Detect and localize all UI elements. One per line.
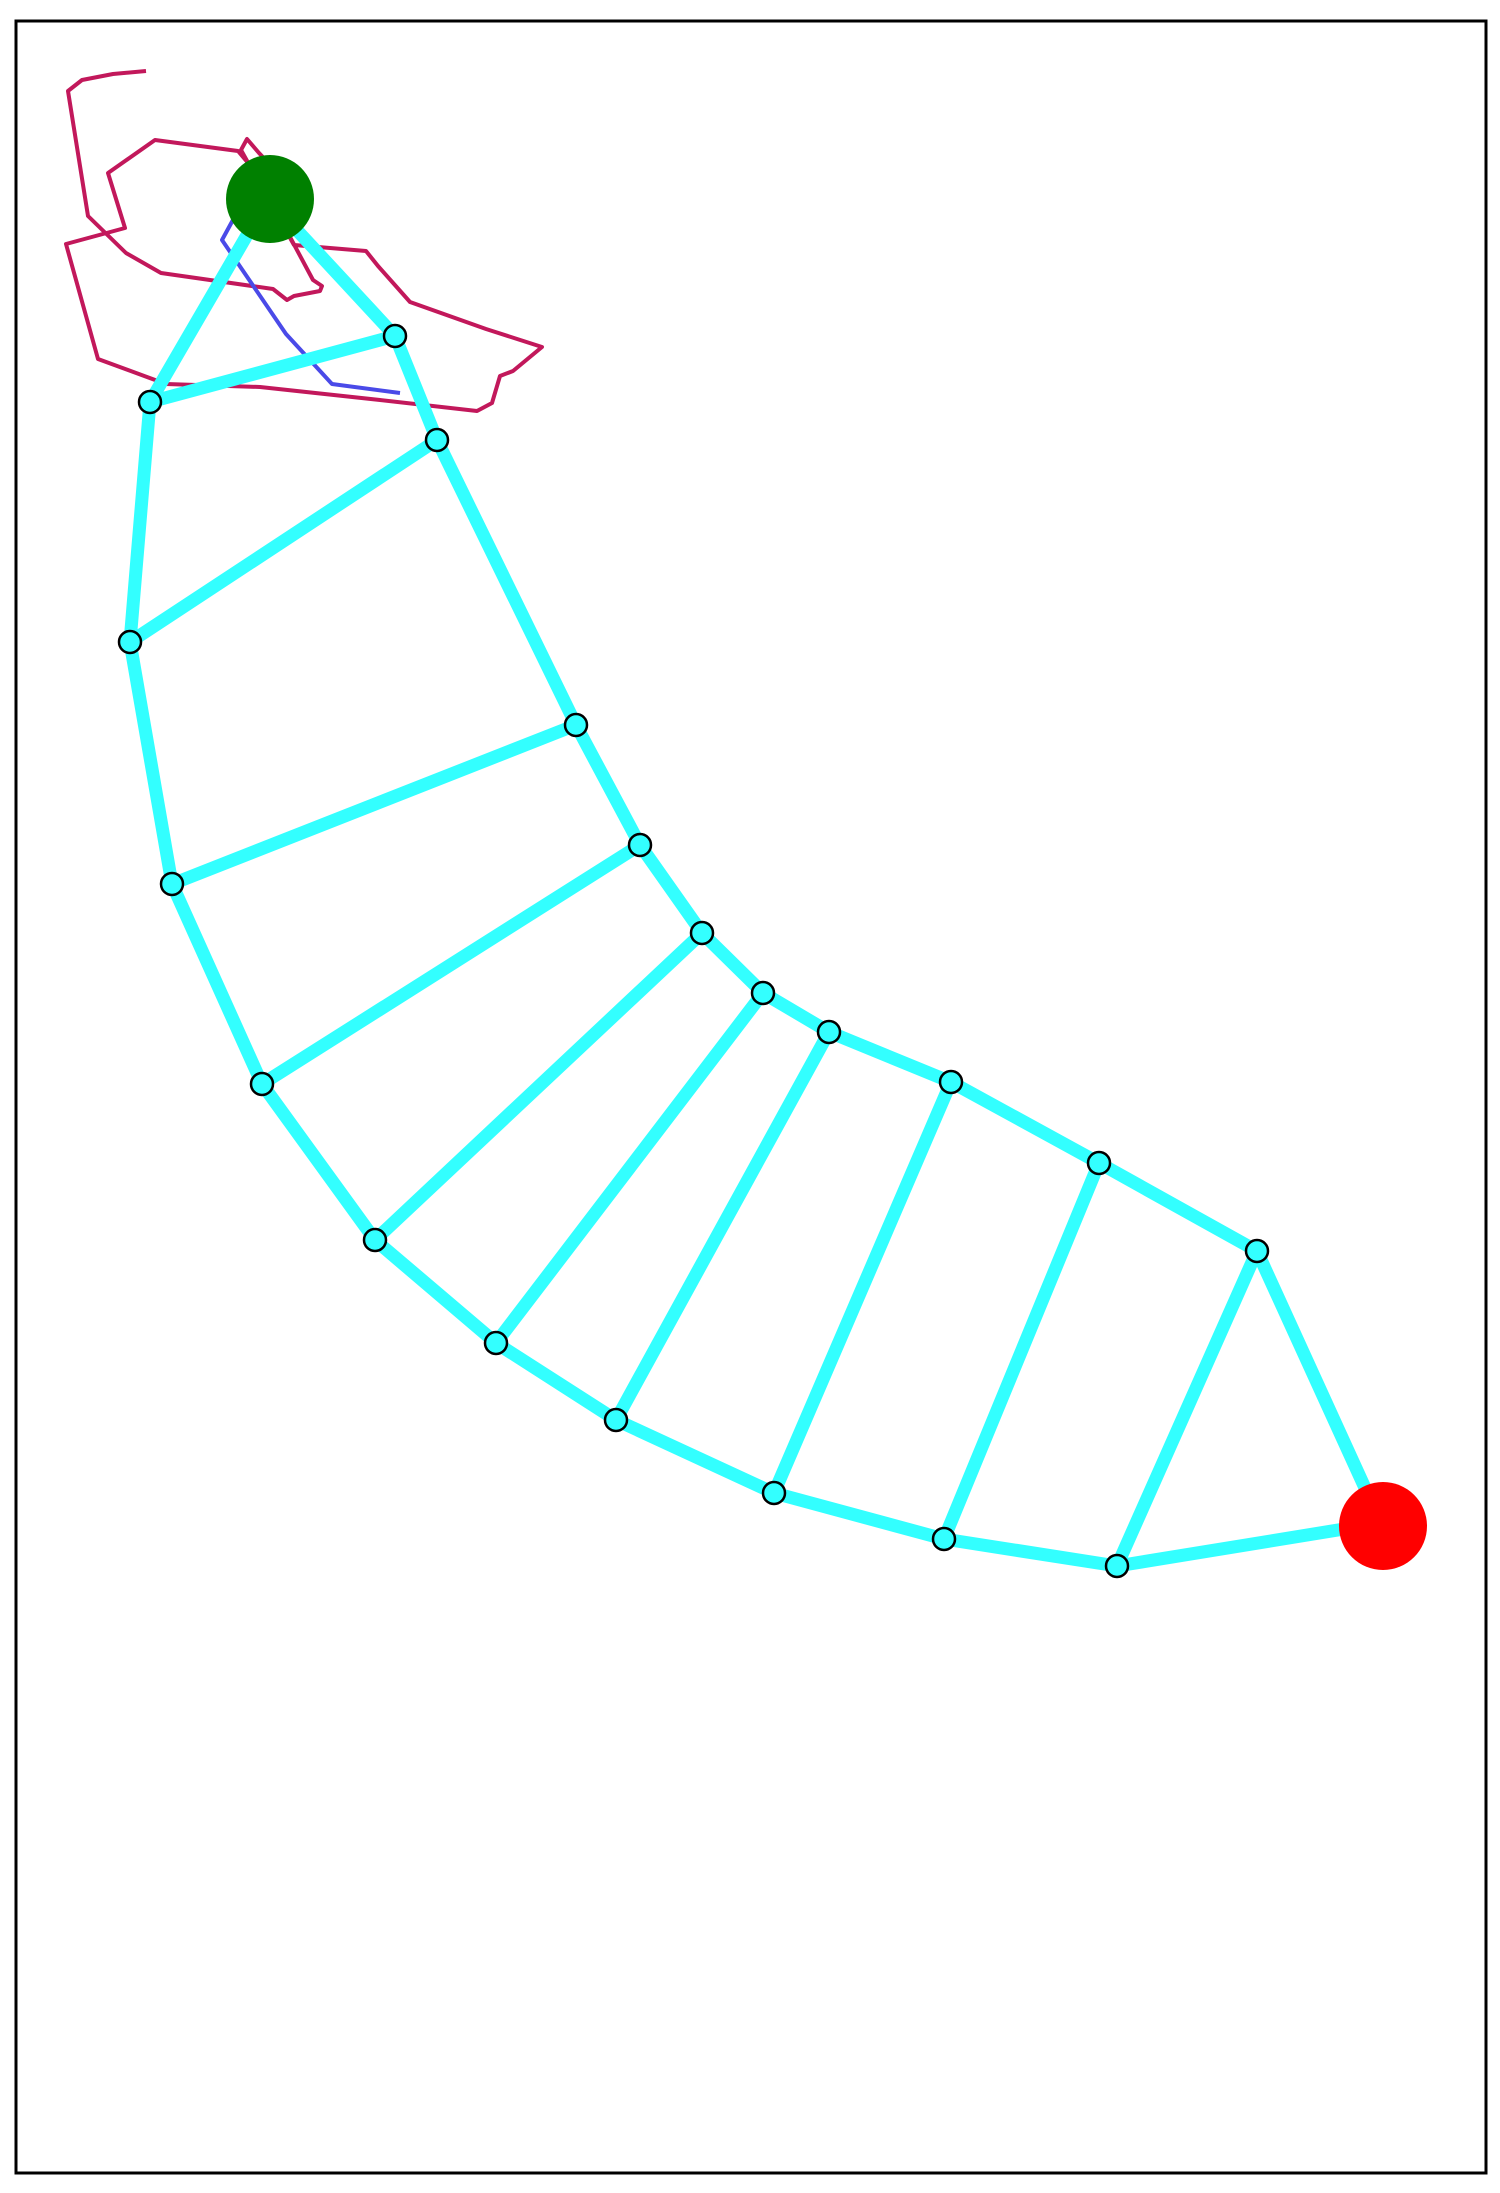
roadmap-nodes [117, 323, 1270, 1579]
roadmap-node [563, 712, 589, 738]
roadmap-edge [937, 1532, 1124, 1573]
roadmap-node [1104, 1553, 1130, 1579]
roadmap-node [382, 323, 408, 349]
roadmap-rung [489, 986, 770, 1350]
roadmap-rung [1110, 1244, 1264, 1573]
roadmap-rung [609, 1025, 836, 1427]
start-marker [226, 155, 314, 243]
roadmap-edge [388, 329, 444, 447]
roadmap-edges [123, 192, 1388, 1573]
roadmap-rung [255, 838, 647, 1091]
blue-trajectory-path [220, 217, 401, 395]
roadmap-node [249, 1071, 275, 1097]
roadmap-edge [633, 838, 709, 940]
roadmap-edge [822, 1025, 958, 1089]
roadmap-node [137, 389, 163, 415]
roadmap-edge [609, 1413, 781, 1500]
roadmap-rung [767, 1075, 958, 1500]
roadmap-node [1086, 1150, 1112, 1176]
roadmap-edge [123, 395, 157, 649]
roadmap-rung [937, 1156, 1106, 1546]
roadmap-node [117, 629, 143, 655]
roadmap-edge [944, 1075, 1106, 1170]
roadmap-node [931, 1526, 957, 1552]
roadmap-edge [430, 433, 583, 732]
roadmap-node [750, 980, 776, 1006]
roadmap-node [627, 832, 653, 858]
roadmap-edge [165, 877, 269, 1091]
roadmap-node [159, 871, 185, 897]
roadmap-node [483, 1330, 509, 1356]
roadmap-edge [1092, 1156, 1264, 1258]
roadmap-node [362, 1227, 388, 1253]
roadmap-edge [255, 1077, 382, 1247]
roadmap-rung [368, 926, 709, 1247]
roadmap-edge [756, 986, 836, 1039]
roadmap-edge [1110, 1516, 1388, 1573]
crimson-trajectory-path [64, 69, 544, 413]
roadmap-rung [123, 433, 444, 649]
roadmap-edge [368, 1233, 503, 1350]
roadmap-node [816, 1019, 842, 1045]
roadmap-node [1244, 1238, 1270, 1264]
roadmap-edge [1250, 1244, 1388, 1530]
roadmap-edge [123, 635, 179, 891]
goal-marker [1339, 1482, 1427, 1570]
roadmap-node [689, 920, 715, 946]
roadmap-node [938, 1069, 964, 1095]
roadmap-rung [165, 718, 583, 891]
roadmap-node [424, 427, 450, 453]
roadmap-edge [569, 718, 647, 852]
roadmap-node [761, 1480, 787, 1506]
roadmap-node [603, 1407, 629, 1433]
plot-frame [14, 19, 1488, 2175]
roadmap-edge [767, 1486, 951, 1546]
roadmap-edge [489, 1336, 623, 1427]
roadmap-rung [143, 329, 402, 409]
roadmap-edge [695, 926, 770, 1000]
